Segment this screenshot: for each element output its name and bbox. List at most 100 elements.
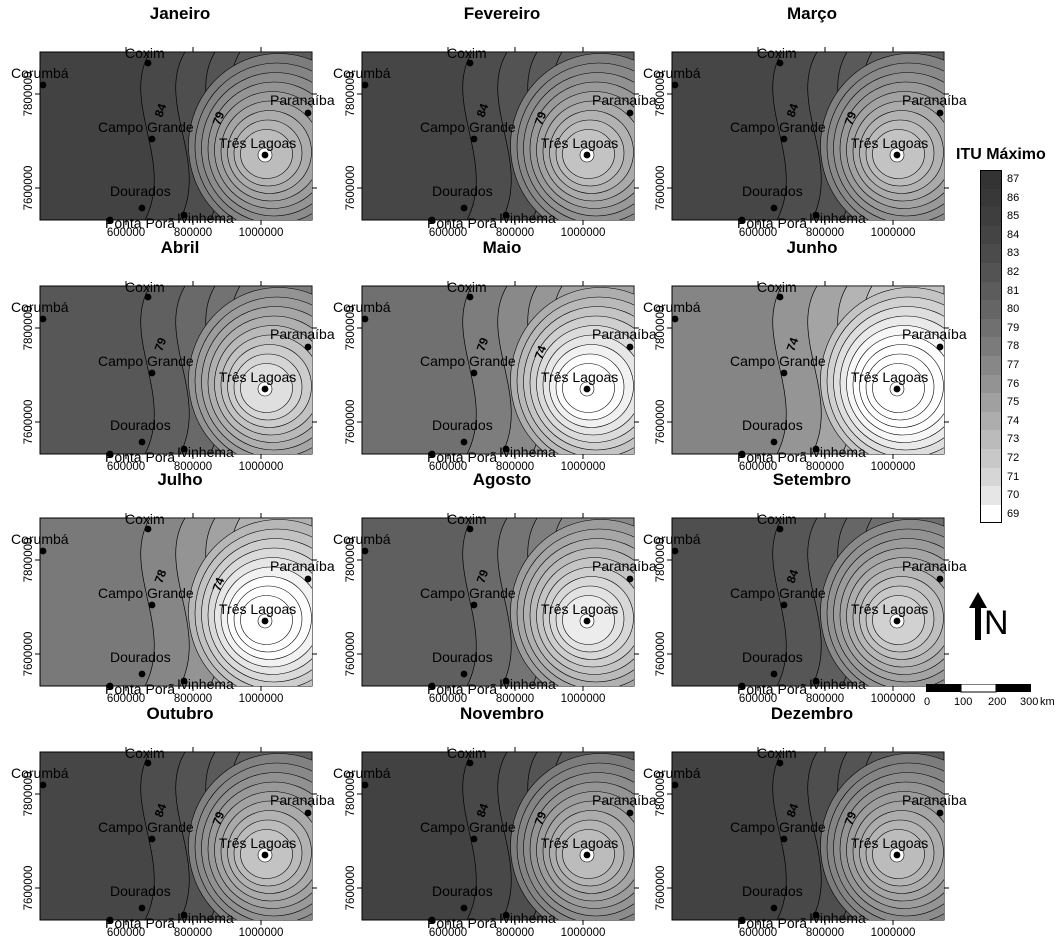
legend-value: 71 <box>1007 471 1019 483</box>
city-marker <box>781 136 788 143</box>
scale-label-300: 300 <box>1020 696 1038 708</box>
city-label: Corumbá <box>11 531 69 547</box>
city-marker <box>937 810 944 817</box>
city-marker <box>461 671 468 678</box>
y-tick-label: 7600000 <box>23 632 35 677</box>
city-label: Campo Grande <box>730 353 826 369</box>
legend-value: 86 <box>1007 192 1019 204</box>
y-tick-label: 7600000 <box>655 166 667 211</box>
city-label: Três Lagoas <box>541 135 618 151</box>
scale-bar-graphic <box>926 684 1036 694</box>
y-tick-label: 7600000 <box>655 866 667 911</box>
city-marker <box>584 618 591 625</box>
scale-unit: km <box>1040 696 1055 708</box>
city-label: Corumbá <box>11 765 69 781</box>
city-label: Dourados <box>110 417 171 433</box>
legend-value: 84 <box>1007 229 1019 241</box>
legend-swatch <box>980 430 1002 449</box>
legend-swatch <box>980 244 1002 263</box>
city-marker <box>471 136 478 143</box>
city-marker <box>471 836 478 843</box>
legend-value: 72 <box>1007 452 1019 464</box>
x-tick-label: 1000000 <box>239 927 284 938</box>
city-label: Três Lagoas <box>851 135 928 151</box>
north-letter: N <box>984 606 1009 640</box>
city-label: Coxim <box>757 45 797 61</box>
city-marker <box>362 82 369 89</box>
city-marker <box>771 439 778 446</box>
city-marker <box>672 782 679 789</box>
x-tick-label: 800000 <box>174 927 212 938</box>
city-label: Coxim <box>757 745 797 761</box>
city-marker <box>262 152 269 159</box>
legend-value: 76 <box>1007 378 1019 390</box>
legend-value: 80 <box>1007 303 1019 315</box>
city-label: Ponta Porã <box>427 215 497 231</box>
city-label: Dourados <box>110 649 171 665</box>
legend-swatch <box>980 449 1002 468</box>
city-marker <box>139 671 146 678</box>
city-marker <box>894 152 901 159</box>
city-label: Coxim <box>125 279 165 295</box>
city-label: Ponta Porã <box>427 681 497 697</box>
legend-swatch <box>980 393 1002 412</box>
city-label: Dourados <box>432 417 493 433</box>
city-label: Ivinhema <box>177 676 234 692</box>
city-label: Dourados <box>432 649 493 665</box>
x-tick-label: 1000000 <box>871 927 916 938</box>
city-marker <box>584 152 591 159</box>
city-label: Coxim <box>125 45 165 61</box>
city-marker <box>139 905 146 912</box>
city-marker <box>781 836 788 843</box>
legend-swatch <box>980 226 1002 245</box>
city-label: Campo Grande <box>420 585 516 601</box>
legend-swatch <box>980 505 1002 524</box>
city-label: Corumbá <box>643 765 701 781</box>
city-marker <box>305 344 312 351</box>
city-label: Campo Grande <box>98 353 194 369</box>
y-tick-label: 7600000 <box>23 866 35 911</box>
city-label: Paranaíba <box>902 92 967 108</box>
city-marker <box>40 82 47 89</box>
city-label: Ivinhema <box>499 910 556 926</box>
city-label: Ivinhema <box>809 910 866 926</box>
legend-value: 85 <box>1007 210 1019 222</box>
city-marker <box>937 344 944 351</box>
city-marker <box>461 905 468 912</box>
city-label: Dourados <box>110 183 171 199</box>
x-tick-label: 1000000 <box>561 927 606 938</box>
y-tick-label: 7600000 <box>345 166 357 211</box>
city-label: Três Lagoas <box>851 835 928 851</box>
city-marker <box>40 316 47 323</box>
city-label: Ivinhema <box>499 210 556 226</box>
city-label: Ivinhema <box>809 210 866 226</box>
city-label: Ponta Porã <box>105 681 175 697</box>
city-label: Ivinhema <box>177 210 234 226</box>
city-label: Ponta Porã <box>427 449 497 465</box>
legend-title: ITU Máximo <box>956 146 1046 164</box>
city-marker <box>40 782 47 789</box>
city-label: Paranaíba <box>902 558 967 574</box>
city-marker <box>672 316 679 323</box>
city-label: Coxim <box>757 511 797 527</box>
legend-value: 83 <box>1007 247 1019 259</box>
city-marker <box>672 82 679 89</box>
city-label: Coxim <box>125 511 165 527</box>
x-tick-label: 800000 <box>496 927 534 938</box>
city-label: Paranaíba <box>902 326 967 342</box>
city-marker <box>584 386 591 393</box>
legend-value: 75 <box>1007 396 1019 408</box>
city-label: Corumbá <box>333 299 391 315</box>
city-label: Três Lagoas <box>541 835 618 851</box>
legend-value: 81 <box>1007 285 1019 297</box>
city-marker <box>305 110 312 117</box>
